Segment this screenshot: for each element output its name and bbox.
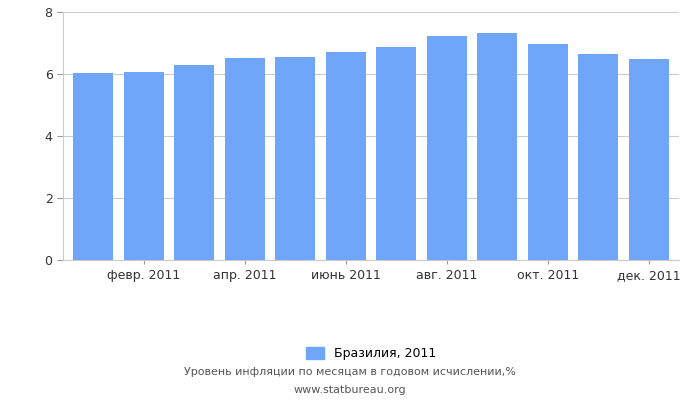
Bar (73, 73, 113, 260)
Bar (426, 36, 467, 260)
Legend: Бразилия, 2011: Бразилия, 2011 (300, 342, 442, 365)
Bar (124, 72, 164, 260)
Bar (477, 33, 517, 260)
Bar (326, 52, 366, 260)
Text: Уровень инфляции по месяцам в годовом исчислении,%: Уровень инфляции по месяцам в годовом ис… (184, 367, 516, 377)
Bar (578, 54, 618, 260)
Bar (225, 58, 265, 260)
Bar (174, 65, 214, 260)
Bar (629, 58, 669, 260)
Bar (275, 57, 316, 260)
Text: www.statbureau.org: www.statbureau.org (294, 385, 406, 395)
Bar (528, 44, 568, 260)
Bar (376, 47, 416, 260)
